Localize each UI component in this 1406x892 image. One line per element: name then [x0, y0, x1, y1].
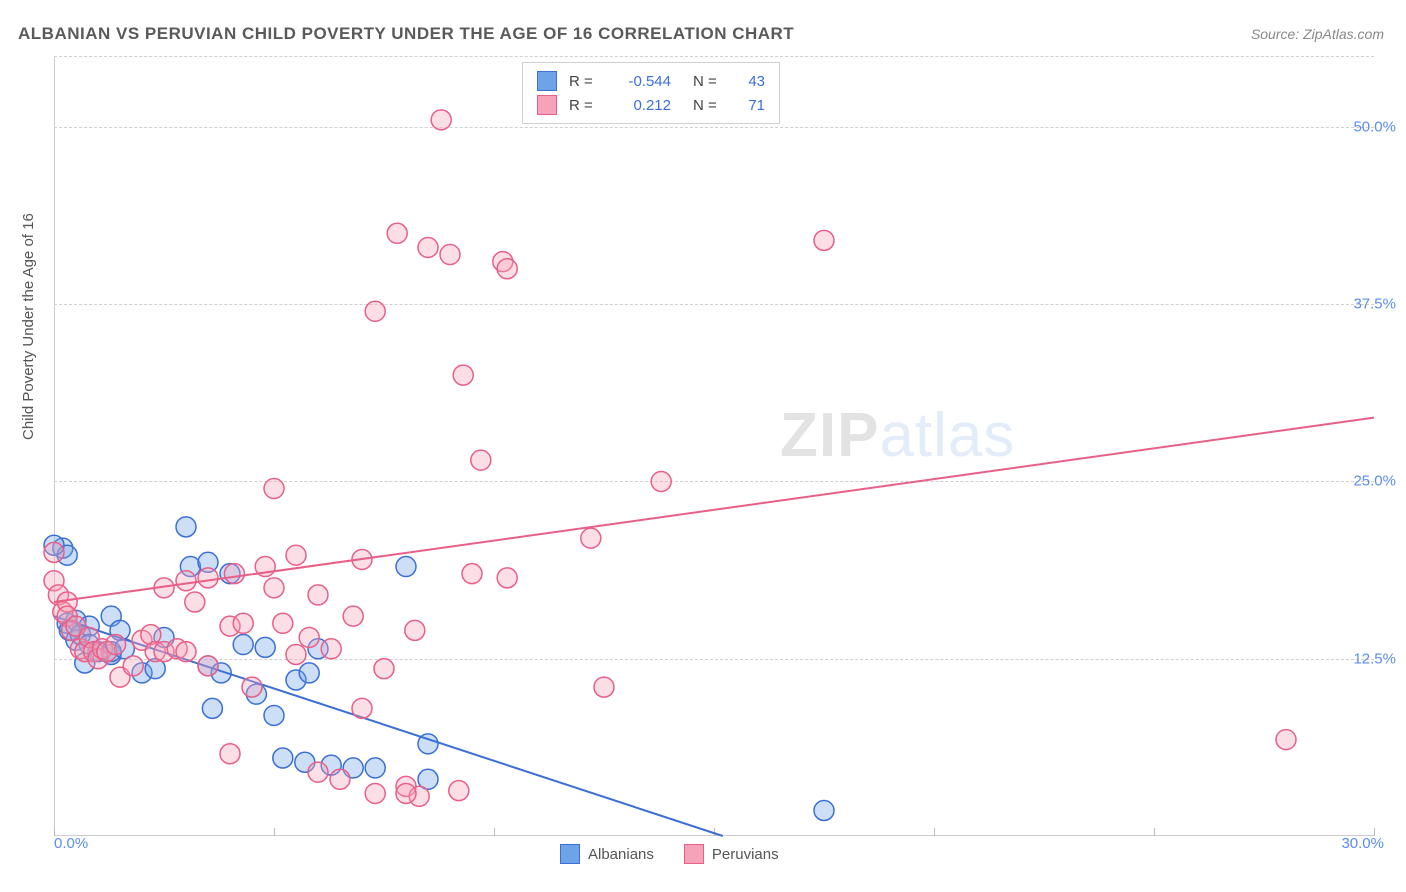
- data-point: [453, 365, 473, 385]
- r-label: R =: [569, 97, 599, 114]
- legend-label-albanians: Albanians: [588, 846, 654, 863]
- data-point: [321, 639, 341, 659]
- data-point: [264, 578, 284, 598]
- data-point: [581, 528, 601, 548]
- source-attribution: Source: ZipAtlas.com: [1251, 26, 1384, 42]
- data-point: [176, 642, 196, 662]
- data-point: [202, 698, 222, 718]
- data-point: [198, 656, 218, 676]
- data-point: [396, 783, 416, 803]
- data-point: [308, 762, 328, 782]
- y-axis-label: Child Poverty Under the Age of 16: [20, 213, 37, 440]
- data-point: [365, 301, 385, 321]
- chart-title: ALBANIAN VS PERUVIAN CHILD POVERTY UNDER…: [18, 24, 794, 44]
- data-point: [198, 568, 218, 588]
- data-point: [255, 637, 275, 657]
- data-point: [387, 223, 407, 243]
- data-point: [396, 557, 416, 577]
- data-point: [233, 613, 253, 633]
- data-point: [233, 635, 253, 655]
- n-value-albanians: 43: [735, 73, 765, 90]
- data-point: [308, 585, 328, 605]
- data-point: [264, 705, 284, 725]
- data-point: [365, 758, 385, 778]
- data-point: [264, 479, 284, 499]
- data-point: [220, 744, 240, 764]
- data-point: [176, 571, 196, 591]
- data-point: [106, 635, 126, 655]
- data-point: [497, 568, 517, 588]
- data-point: [405, 620, 425, 640]
- data-point: [471, 450, 491, 470]
- swatch-peruvians: [537, 95, 557, 115]
- data-point: [123, 656, 143, 676]
- regression-line: [54, 418, 1374, 602]
- data-point: [286, 545, 306, 565]
- data-point: [224, 564, 244, 584]
- data-point: [44, 542, 64, 562]
- data-point: [330, 769, 350, 789]
- data-point: [449, 781, 469, 801]
- legend-series: Albanians Peruvians: [560, 844, 779, 864]
- swatch-peruvians: [684, 844, 704, 864]
- legend-label-peruvians: Peruvians: [712, 846, 779, 863]
- swatch-albanians: [537, 71, 557, 91]
- r-label: R =: [569, 73, 599, 90]
- data-point: [365, 783, 385, 803]
- data-point: [273, 613, 293, 633]
- x-axis-max-label: 30.0%: [1341, 835, 1384, 852]
- data-point: [273, 748, 293, 768]
- data-point: [176, 517, 196, 537]
- scatter-plot: [54, 56, 1374, 836]
- data-point: [497, 259, 517, 279]
- data-point: [374, 659, 394, 679]
- data-point: [299, 663, 319, 683]
- data-point: [594, 677, 614, 697]
- data-point: [651, 471, 671, 491]
- n-value-peruvians: 71: [735, 97, 765, 114]
- x-axis-min-label: 0.0%: [54, 835, 88, 852]
- data-point: [242, 677, 262, 697]
- legend-item-albanians: Albanians: [560, 844, 654, 864]
- data-point: [185, 592, 205, 612]
- data-point: [418, 237, 438, 257]
- n-label: N =: [693, 73, 723, 90]
- legend-row-peruvians: R = 0.212 N = 71: [537, 93, 765, 117]
- data-point: [814, 800, 834, 820]
- legend-item-peruvians: Peruvians: [684, 844, 779, 864]
- data-point: [462, 564, 482, 584]
- data-point: [299, 627, 319, 647]
- data-point: [343, 606, 363, 626]
- data-point: [814, 230, 834, 250]
- data-point: [440, 245, 460, 265]
- data-point: [286, 644, 306, 664]
- r-value-albanians: -0.544: [611, 73, 671, 90]
- legend-correlation: R = -0.544 N = 43 R = 0.212 N = 71: [522, 62, 780, 124]
- data-point: [1276, 730, 1296, 750]
- n-label: N =: [693, 97, 723, 114]
- r-value-peruvians: 0.212: [611, 97, 671, 114]
- swatch-albanians: [560, 844, 580, 864]
- legend-row-albanians: R = -0.544 N = 43: [537, 69, 765, 93]
- data-point: [352, 698, 372, 718]
- data-point: [431, 110, 451, 130]
